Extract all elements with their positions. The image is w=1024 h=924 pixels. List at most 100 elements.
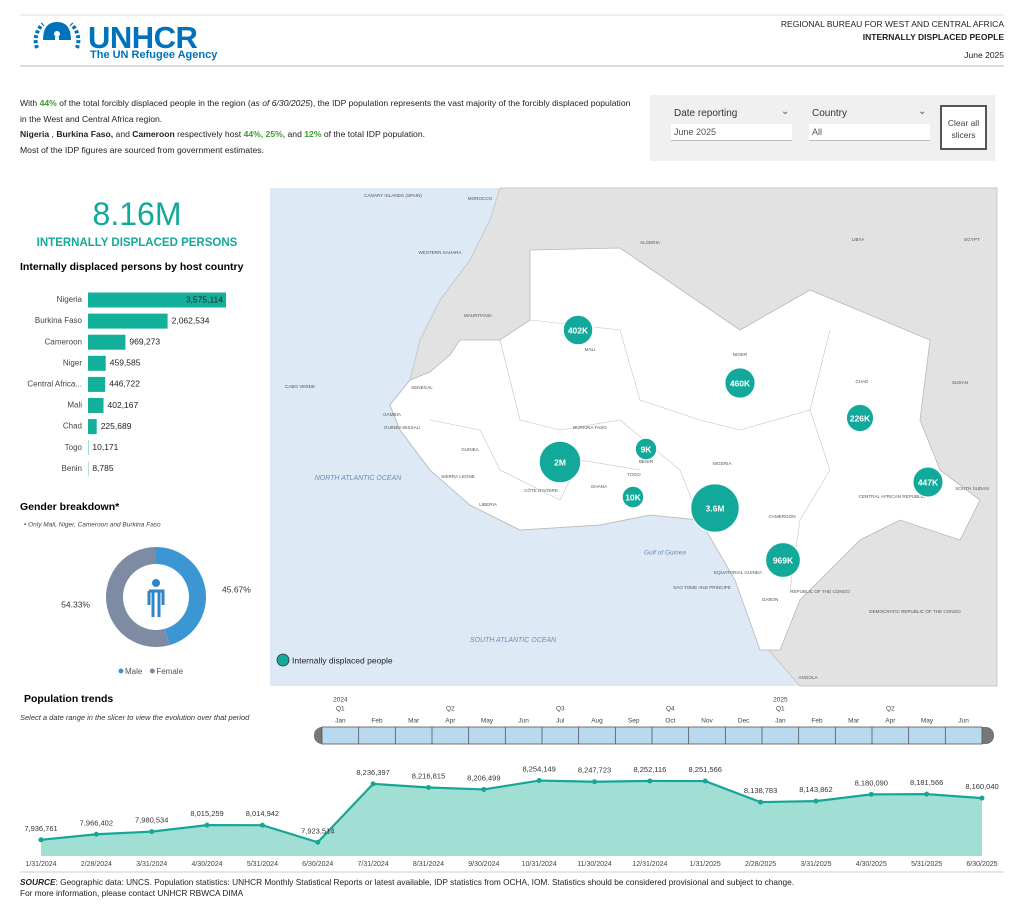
text: ), the IDP population represents the vas… [20, 98, 631, 124]
text: 12% [304, 129, 322, 139]
water-label: SOUTH ATLANTIC OCEAN [470, 637, 557, 644]
country-label: CAMEROON [768, 514, 795, 519]
logo-name: UNHCR [88, 20, 198, 55]
bubble-label: 10K [625, 492, 641, 502]
value-label: 225,689 [101, 421, 132, 431]
map-bubble [765, 542, 801, 578]
value-label: 8,785 [92, 463, 114, 473]
value-label: 969,273 [129, 336, 160, 346]
contact: For more information, please contact UNH… [20, 888, 244, 898]
month-label: Jul [556, 718, 565, 725]
map-bubble [621, 485, 645, 509]
country-label: CHAD [855, 379, 869, 384]
x-tick-label: 11/30/2024 [577, 861, 612, 868]
x-tick-label: 12/31/2024 [632, 861, 667, 868]
clear-label[interactable]: Clear all slicers [947, 118, 980, 140]
month-label: Sep [628, 718, 640, 725]
country-label: GAMBIA [383, 412, 402, 417]
value-label: 446,722 [109, 379, 140, 389]
category-label: Burkina Faso [35, 316, 83, 325]
logo-icon [33, 22, 81, 49]
bar [88, 376, 106, 392]
map-borders [429, 419, 641, 501]
x-tick-label: 2/28/2025 [745, 861, 776, 868]
x-tick-label: 6/30/2024 [302, 861, 333, 868]
value-label: 459,585 [110, 358, 141, 368]
country-dropdown[interactable]: All [809, 124, 930, 141]
country-label: GHANA [591, 484, 608, 489]
country-label: SENEGAL [411, 385, 433, 390]
map-bubble [724, 367, 756, 399]
country-label: CABO VERDE [285, 384, 315, 389]
bubble-label: 226K [850, 413, 871, 423]
bar [88, 398, 104, 413]
month-label: Jan [775, 718, 786, 725]
bubble-label: 402K [568, 325, 589, 335]
x-tick-label: 9/30/2024 [468, 861, 499, 868]
bar [88, 355, 106, 371]
quarter-label: Q3 [556, 706, 565, 713]
value-label: 8,014,942 [246, 809, 279, 818]
month-label: Jun [518, 718, 529, 725]
country-label: NIGERIA [713, 461, 733, 466]
month-label: Mar [408, 718, 420, 725]
bubble-label: 460K [730, 378, 751, 388]
month-label: Aug [591, 718, 603, 725]
value-label: 8,181,566 [910, 778, 943, 787]
icon [152, 579, 160, 587]
point [647, 778, 653, 784]
category-label: Togo [65, 443, 83, 452]
area [41, 780, 982, 856]
point [592, 779, 598, 785]
slicer-label: Country [812, 108, 848, 119]
map-bubble [845, 403, 875, 433]
x-tick-label: 2/28/2024 [81, 861, 112, 868]
quarter-label: Q1 [776, 706, 785, 713]
map-bubble [690, 483, 740, 533]
water-label: Gulf of Guinea [644, 550, 686, 557]
water-label: NORTH ATLANTIC OCEAN [315, 475, 403, 482]
value-label: 402,167 [108, 400, 139, 410]
country-label: GUINEA [461, 447, 480, 452]
x-tick-label: 5/31/2024 [247, 861, 278, 868]
map-bubble [562, 314, 594, 346]
chevron: ⌄ [781, 106, 790, 117]
slice-label: 45.67% [222, 584, 251, 594]
country-label: SOUTH SUDAN [955, 486, 988, 491]
bar [88, 292, 226, 308]
year-label: 2024 [333, 697, 348, 704]
legend-label: Internally displaced people [292, 655, 393, 665]
chart-title: Gender breakdown* [20, 501, 120, 513]
text: respectively host [174, 129, 244, 139]
clear-button[interactable] [940, 105, 987, 150]
text: Burkina Faso, [56, 129, 114, 139]
text: With [20, 98, 40, 108]
x-tick-label: 7/31/2024 [358, 861, 389, 868]
value-label: 8,160,040 [965, 782, 998, 791]
month-label: Mar [848, 718, 860, 725]
bubble-label: 969K [773, 555, 794, 565]
legend-marker [118, 668, 124, 674]
month-label: May [921, 718, 934, 725]
text: : Geographic data: UNCS. Population stat… [55, 877, 795, 887]
slice-label: 54.33% [61, 599, 90, 609]
date-dropdown[interactable]: June 2025 [671, 124, 792, 141]
category-label: Niger [63, 358, 82, 367]
value-label: 8,254,149 [522, 765, 555, 774]
country-label: BURKINA FASO [573, 425, 607, 430]
kpi-value: 8.16M [92, 196, 182, 232]
country-label: REPUBLIC OF THE CONGO [790, 589, 850, 594]
icon [147, 589, 165, 617]
month-label: Apr [445, 718, 456, 725]
intro-p3: Most of the IDP figures are sourced from… [20, 144, 264, 155]
source: SOURCE: Geographic data: UNCS. Populatio… [20, 877, 1010, 888]
x-tick-label: 10/31/2024 [522, 861, 557, 868]
value-label: 8,206,499 [467, 773, 500, 782]
map-bubble [634, 437, 658, 461]
country-label: EQUATORIAL GUINEA [714, 570, 763, 575]
country-label: DEMOCRATIC REPUBLIC OF THE CONGO [869, 609, 961, 614]
intro-p1: With 44% of the total forcibly displaced… [20, 96, 635, 127]
point [979, 795, 985, 801]
text: 44%, 25%, [243, 129, 286, 139]
